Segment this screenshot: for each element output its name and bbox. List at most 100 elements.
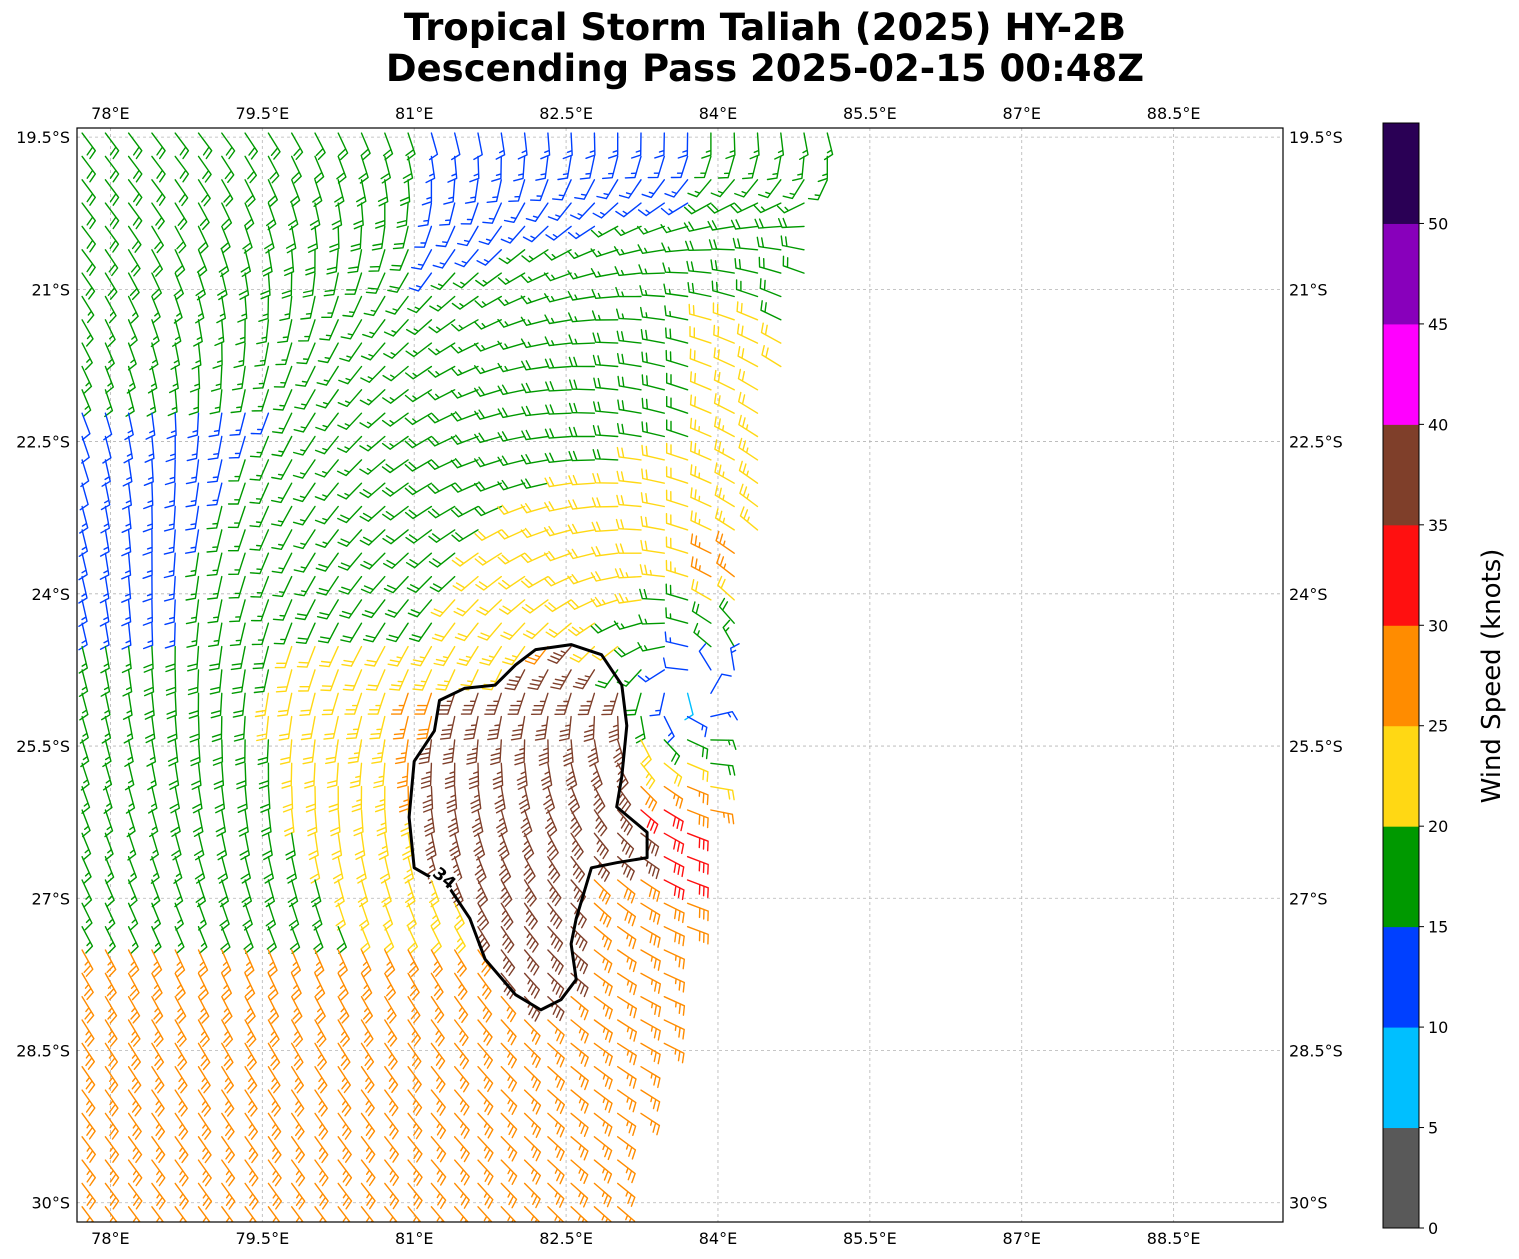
wind-barb — [590, 268, 619, 278]
wind-barb — [197, 225, 209, 254]
wind-barb — [212, 739, 224, 766]
wind-barb — [447, 809, 460, 837]
wind-barb — [663, 879, 685, 901]
wind-barb — [359, 412, 386, 429]
wind-barb — [211, 715, 223, 743]
wind-barb — [514, 739, 526, 766]
wind-barb — [714, 462, 735, 484]
wind-barb — [710, 762, 736, 776]
wind-barb — [417, 202, 433, 227]
wind-barb — [124, 412, 134, 441]
wind-barb — [334, 179, 345, 207]
wind-barb — [389, 249, 409, 271]
wind-barb — [451, 295, 479, 310]
wind-barb — [237, 295, 248, 323]
wind-barb — [617, 399, 642, 414]
wind-barb — [271, 459, 293, 480]
wind-barb — [244, 155, 257, 184]
wind-barb — [314, 505, 339, 525]
lat-tick-label-left: 30°S — [31, 1194, 70, 1213]
lon-tick-label-bottom: 87°E — [1003, 1229, 1041, 1248]
wind-barb — [562, 739, 574, 767]
wind-barb — [473, 832, 486, 861]
wind-barb — [267, 155, 280, 184]
wind-barb — [185, 599, 200, 625]
wind-barb — [266, 926, 277, 954]
wind-barb — [617, 1182, 636, 1207]
wind-barb — [714, 485, 735, 508]
wind-barb — [231, 365, 246, 391]
wind-barb — [337, 1066, 351, 1094]
wind-barb — [221, 996, 233, 1024]
wind-barb — [520, 272, 549, 284]
wind-barb — [508, 179, 526, 202]
lat-tick-label-right: 25.5°S — [1289, 737, 1343, 756]
wind-barb — [663, 832, 685, 855]
wind-barb — [185, 575, 200, 601]
wind-barb — [497, 529, 526, 540]
wind-barb — [396, 202, 409, 228]
wind-barb — [210, 692, 223, 719]
wind-barb — [197, 1042, 211, 1071]
wind-barb — [104, 856, 115, 884]
wind-barb — [477, 972, 492, 1000]
wind-barb — [689, 348, 712, 368]
wind-barb — [81, 435, 90, 464]
wind-barb — [81, 1206, 95, 1222]
wind-barb — [294, 575, 316, 597]
wind-barb — [520, 338, 549, 349]
wind-barb — [358, 155, 369, 184]
wind-barb — [500, 949, 516, 977]
wind-barb — [710, 739, 737, 750]
wind-barb — [570, 1066, 589, 1091]
wind-barb — [244, 1206, 258, 1222]
wind-barb — [577, 692, 596, 716]
wind-barb — [715, 530, 735, 554]
wind-barb — [81, 972, 94, 1001]
wind-barb — [547, 1182, 565, 1208]
wind-barb — [197, 1019, 210, 1047]
wind-barb — [807, 179, 828, 201]
wind-barb — [500, 1206, 517, 1222]
wind-barb — [164, 459, 176, 486]
wind-barb — [122, 482, 132, 510]
wind-barb — [142, 599, 153, 626]
wind-barb — [782, 179, 805, 200]
wind-barb — [568, 474, 596, 486]
wind-barb — [150, 856, 160, 884]
wind-barb — [407, 1206, 422, 1222]
wind-barb — [359, 459, 386, 475]
wind-barb — [590, 596, 619, 608]
wind-barb — [267, 179, 278, 207]
wind-barb — [104, 879, 115, 908]
wind-barb — [256, 715, 270, 742]
wind-barb — [173, 295, 183, 324]
wind-barb — [384, 1089, 399, 1117]
wind-barb — [404, 505, 433, 520]
wind-barb — [592, 425, 619, 438]
wind-barb — [500, 1159, 518, 1185]
wind-barb — [151, 1159, 166, 1187]
wind-barb — [689, 326, 712, 344]
wind-barb — [285, 225, 297, 254]
wind-barb — [315, 552, 339, 572]
wind-barb — [233, 342, 246, 369]
wind-barb — [518, 785, 531, 814]
wind-barb — [81, 879, 93, 908]
wind-barb — [336, 926, 347, 954]
wind-barb — [500, 926, 515, 954]
wind-barb — [165, 669, 177, 696]
wind-barb — [427, 365, 456, 378]
wind-barb — [525, 202, 549, 222]
wind-barb — [754, 218, 782, 229]
wind-barb — [291, 1206, 304, 1222]
wind-barb — [429, 295, 456, 312]
wind-barb — [640, 1042, 661, 1065]
wind-barb — [104, 202, 120, 230]
wind-barb — [737, 368, 759, 391]
colorbar-segment — [1383, 524, 1419, 626]
wind-barb — [286, 856, 297, 884]
wind-barb — [477, 622, 502, 641]
wind-barb — [360, 972, 373, 1001]
wind-barb — [81, 272, 96, 300]
